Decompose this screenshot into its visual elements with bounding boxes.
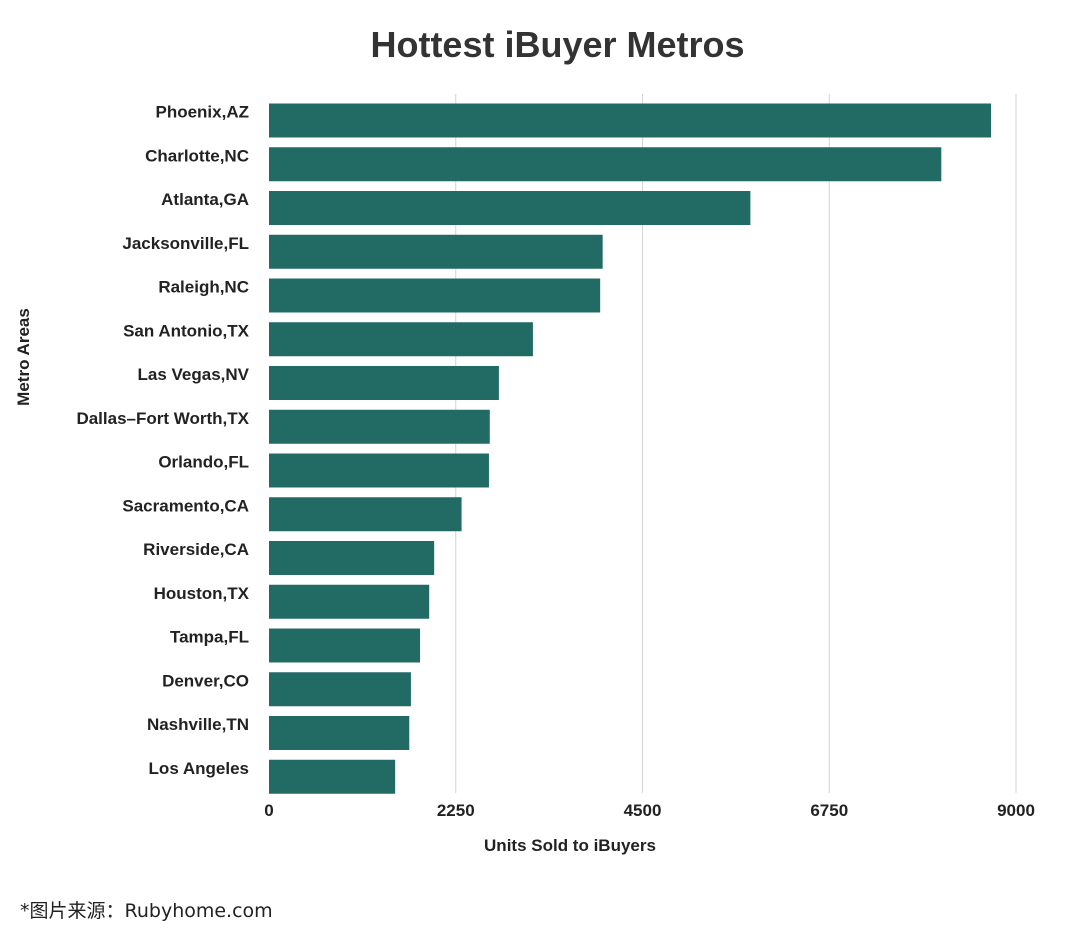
bar <box>269 366 499 400</box>
category-label: Tampa,FL <box>170 628 249 647</box>
category-label: Houston,TX <box>154 584 250 603</box>
bar <box>269 234 603 269</box>
category-label: Los Angeles <box>149 759 249 778</box>
chart-title: Hottest iBuyer Metros <box>370 24 745 65</box>
bar <box>269 541 435 575</box>
bar <box>269 584 430 619</box>
bar <box>269 716 410 750</box>
category-label: Orlando,FL <box>158 453 249 472</box>
x-tick-label: 0 <box>264 801 273 820</box>
bar <box>269 322 533 357</box>
y-axis-title: Metro Areas <box>14 308 33 406</box>
x-tick-label: 6750 <box>810 801 848 820</box>
category-label: Dallas–Fort Worth,TX <box>76 409 249 428</box>
x-tick-label: 4500 <box>624 801 662 820</box>
category-label: Las Vegas,NV <box>137 365 249 384</box>
category-label: Phoenix,AZ <box>155 103 249 122</box>
category-label: Charlotte,NC <box>145 146 249 165</box>
category-label: Riverside,CA <box>143 540 249 559</box>
category-label: Jacksonville,FL <box>122 234 249 253</box>
x-tick-label: 2250 <box>437 801 475 820</box>
source-note: *图片来源：Rubyhome.com <box>20 900 273 922</box>
bar <box>269 628 421 663</box>
bar <box>269 147 942 182</box>
category-label: Sacramento,CA <box>122 496 249 515</box>
category-label: Atlanta,GA <box>161 190 249 209</box>
bar <box>269 453 489 488</box>
x-tick-labels: 0 2250 4500 6750 9000 <box>264 801 1035 820</box>
category-label: Nashville,TN <box>147 715 249 734</box>
category-label: Denver,CO <box>162 671 249 690</box>
bar <box>269 409 490 444</box>
bar <box>269 497 462 532</box>
category-label: Raleigh,NC <box>158 278 249 297</box>
x-tick-label: 9000 <box>997 801 1035 820</box>
bar <box>269 103 992 138</box>
bar <box>269 278 601 313</box>
bars <box>269 103 992 794</box>
category-labels: Phoenix,AZ Charlotte,NC Atlanta,GA Jacksonv… <box>76 103 249 778</box>
bar <box>269 759 396 794</box>
category-label: San Antonio,TX <box>123 321 250 340</box>
x-axis-title: Units Sold to iBuyers <box>484 836 656 855</box>
bar <box>269 672 411 707</box>
bar <box>269 191 751 225</box>
